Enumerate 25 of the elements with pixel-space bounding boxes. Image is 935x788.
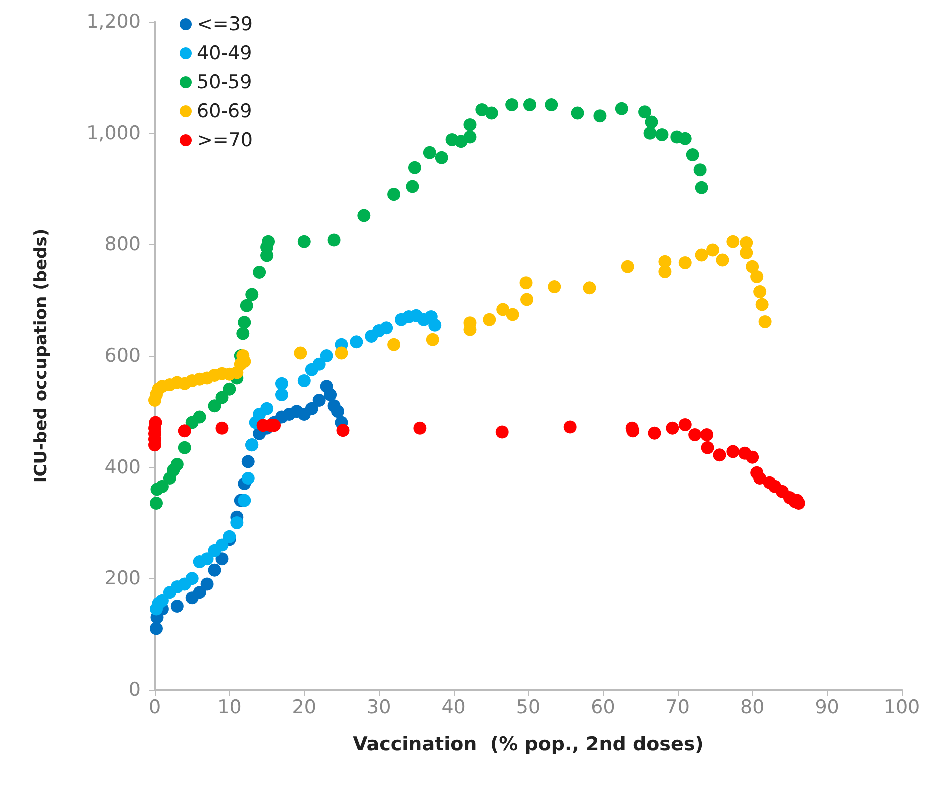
y-tick-label: 800 [104,234,141,256]
y-axis-title: ICU-bed occupation (beds) [32,228,52,484]
y-tick-label: 0 [128,679,141,701]
x-tick-label: 70 [666,696,690,718]
x-tick-label: 60 [591,696,616,718]
x-tick-label: 100 [884,696,920,718]
x-tick-label: 40 [442,696,466,718]
y-tick-label: 400 [104,456,141,478]
legend-label: <=39 [197,14,254,36]
x-axis-title: Vaccination (% pop., 2nd doses) [353,734,704,756]
x-tick-label: 50 [516,696,541,718]
x-tick-label: 80 [740,696,765,718]
x-tick-label: 30 [367,696,392,718]
y-tick-label: 1,000 [86,122,141,144]
x-tick-label: 90 [815,696,840,718]
y-tick-label: 200 [104,568,141,590]
y-tick-label: 600 [104,345,141,367]
legend-label: >=70 [197,130,254,152]
legend-label: 50-59 [197,72,252,94]
y-tick-label: 1,200 [86,11,141,33]
x-tick-label: 0 [148,696,162,718]
x-tick-label: 20 [292,696,316,718]
legend-label: 40-49 [197,42,252,64]
x-tick-label: 10 [218,696,242,718]
legend-label: 60-69 [197,100,252,122]
